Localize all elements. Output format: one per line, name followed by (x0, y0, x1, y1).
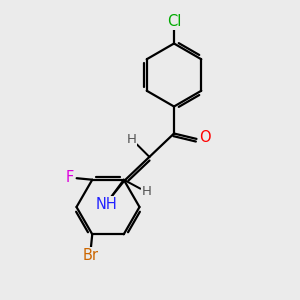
Text: H: H (127, 133, 136, 146)
Text: O: O (199, 130, 211, 145)
Text: NH: NH (96, 197, 118, 212)
Text: Cl: Cl (167, 14, 181, 29)
Text: H: H (142, 185, 152, 198)
Text: F: F (66, 169, 74, 184)
Text: Br: Br (83, 248, 99, 263)
